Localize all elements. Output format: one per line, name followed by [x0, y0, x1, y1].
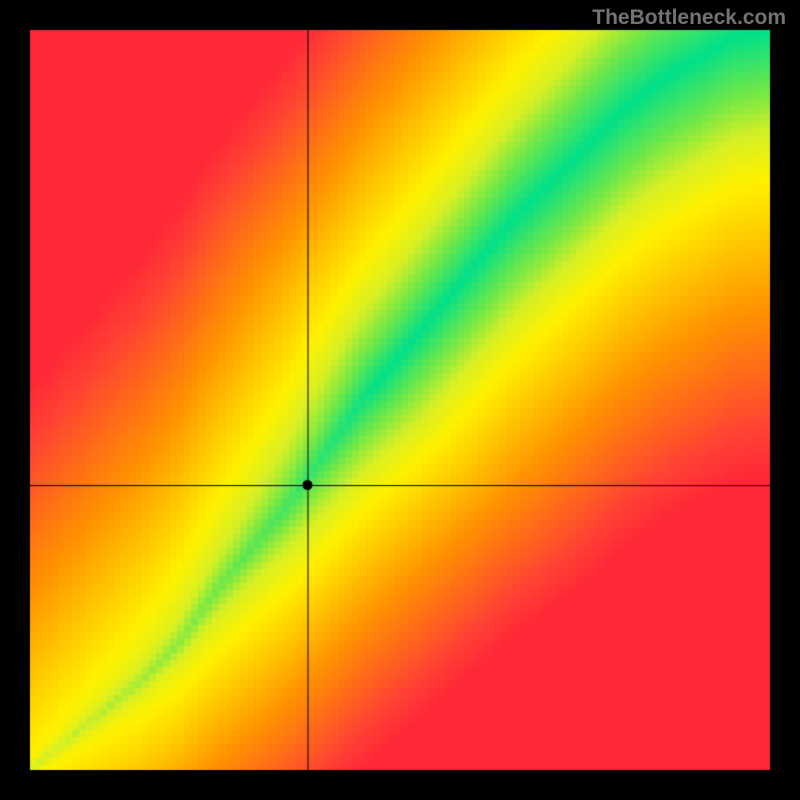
bottleneck-heatmap [0, 0, 800, 800]
watermark-text: TheBottleneck.com [592, 6, 786, 30]
